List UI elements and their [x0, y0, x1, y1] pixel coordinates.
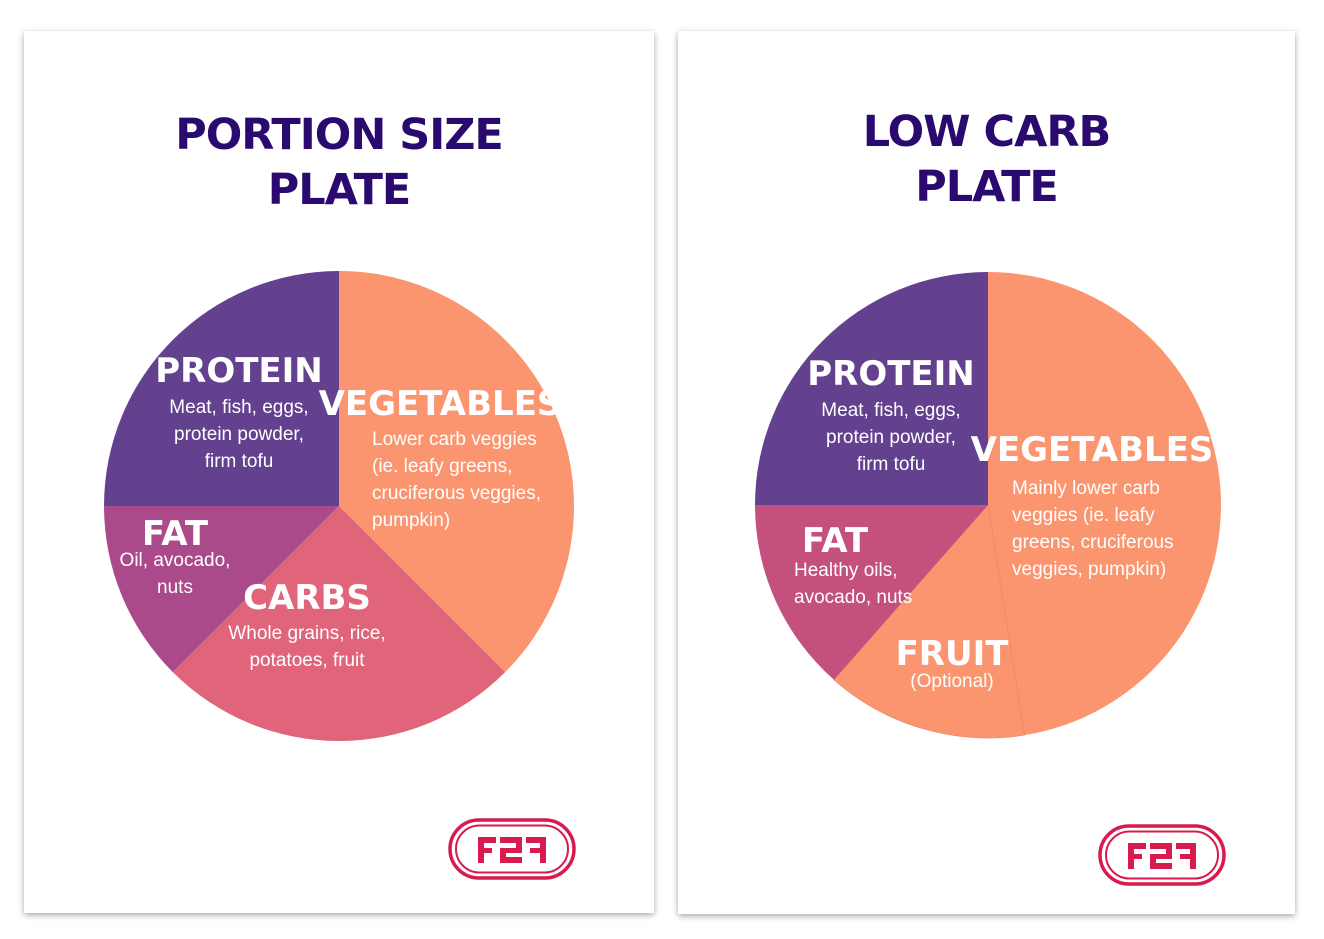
low-carb-card: LOW CARB PLATE VEGETABLES Mainly lower ca… [678, 31, 1295, 914]
slice-description-line: avocado, nuts [794, 587, 912, 608]
slice-label-carbs: CARBS Whole grains, rice, potatoes, fruit [228, 578, 385, 671]
pie-slice-protein [755, 272, 988, 505]
pie-slice-vegetables [339, 271, 574, 673]
slice-description-line: protein powder, [826, 427, 956, 448]
slice-name: FRUIT [896, 634, 1010, 674]
portion-size-pie: VEGETABLES Lower carb veggies (ie. leafy g… [104, 271, 574, 741]
slice-name: PROTEIN [807, 354, 975, 394]
low-carb-pie: VEGETABLES Mainly lower carb veggies (ie. … [755, 272, 1221, 739]
slice-description-line: (Optional) [910, 671, 993, 692]
slice-label-fruit: FRUIT(Optional) [896, 634, 1010, 692]
title-line: LOW CARB [862, 107, 1112, 157]
slice-description-line: Meat, fish, eggs, [169, 397, 308, 418]
slice-name: FAT [802, 521, 869, 561]
logo-outline [448, 818, 576, 880]
slice-description-line: Healthy oils, [794, 560, 898, 581]
slice-label-vegetables: VEGETABLES Mainly lower carb veggies (ie. … [971, 430, 1214, 580]
slice-description-line: veggies (ie. leafy [1012, 505, 1155, 526]
title-line: PLATE [267, 165, 412, 215]
slice-name: FAT [142, 514, 209, 554]
logo-inner-outline [1105, 830, 1219, 880]
slice-description-line: cruciferous veggies, [372, 483, 541, 504]
slice-description-line: nuts [157, 577, 193, 598]
slice-description-line: protein powder, [174, 424, 304, 445]
f2f-logo-icon [1098, 824, 1226, 886]
pie-slice-fat [104, 506, 339, 673]
pie-slice-protein [104, 271, 339, 506]
logo-mark [478, 837, 546, 863]
slice-description-line: veggies, pumpkin) [1012, 559, 1166, 580]
pie-slice-fruit [833, 504, 1025, 739]
portion-size-card: PORTION SIZE PLATE VEGETABLES Lower carb … [24, 31, 654, 913]
slice-name: CARBS [243, 578, 371, 618]
slice-label-protein: PROTEIN Meat, fish, eggs, protein powder, f… [807, 354, 975, 475]
title-line: PORTION SIZE [175, 110, 504, 160]
chart-title: LOW CARB PLATE [678, 105, 1295, 215]
slice-label-vegetables: VEGETABLES Lower carb veggies (ie. leafy g… [319, 384, 562, 531]
title-line: PLATE [915, 162, 1059, 212]
slice-description-line: Whole grains, rice, [228, 623, 385, 644]
slice-label-protein: PROTEIN Meat, fish, eggs, protein powder, f… [155, 351, 323, 472]
slice-description-line: Mainly lower carb [1012, 478, 1160, 499]
logo-outline [1098, 824, 1226, 886]
logo-mark [1128, 843, 1196, 869]
slice-description-line: potatoes, fruit [249, 650, 365, 671]
pie-slice-fat [755, 505, 988, 680]
pie-slice-carbs [172, 506, 506, 741]
slice-description-line: greens, cruciferous [1012, 532, 1174, 553]
f2f-logo-icon [448, 818, 576, 880]
slice-description-line: firm tofu [205, 451, 274, 472]
chart-title: PORTION SIZE PLATE [24, 108, 654, 218]
slice-name: VEGETABLES [319, 384, 562, 424]
slice-description-line: pumpkin) [372, 510, 450, 531]
slice-description-line: (ie. leafy greens, [372, 456, 512, 477]
slice-name: PROTEIN [155, 351, 323, 391]
slice-description-line: Meat, fish, eggs, [821, 400, 960, 421]
slice-description-line: firm tofu [857, 454, 926, 475]
slice-description-line: Oil, avocado, [120, 550, 231, 571]
logo-inner-outline [455, 824, 569, 874]
slice-name: VEGETABLES [971, 430, 1214, 470]
pie-slice-vegetables [988, 272, 1221, 736]
slice-description-line: Lower carb veggies [372, 429, 537, 450]
